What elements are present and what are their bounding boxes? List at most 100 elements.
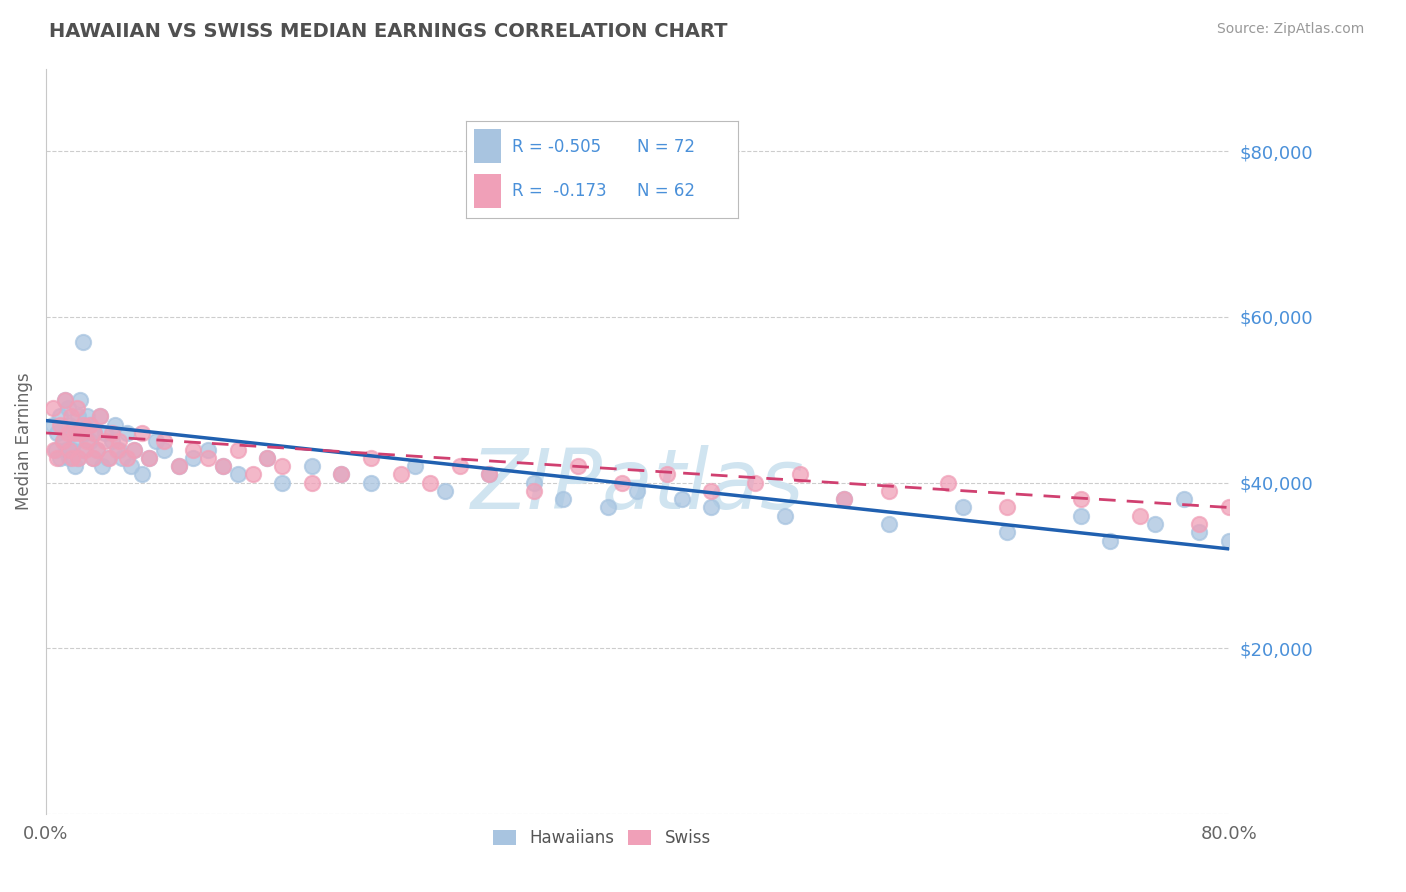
Point <box>52 434 75 449</box>
Point <box>700 483 723 498</box>
Point <box>952 500 974 515</box>
Point <box>120 459 142 474</box>
Point <box>523 483 546 498</box>
Point <box>67 450 90 465</box>
Point <box>72 334 94 349</box>
Point <box>82 450 104 465</box>
Point <box>105 442 128 457</box>
Point <box>90 459 112 474</box>
Point <box>360 475 382 490</box>
Legend: Hawaiians, Swiss: Hawaiians, Swiss <box>486 822 717 854</box>
Point <box>301 459 323 474</box>
Point <box>145 434 167 449</box>
Point <box>404 459 426 474</box>
Point <box>111 450 134 465</box>
Point <box>101 425 124 440</box>
Point <box>104 417 127 432</box>
Point <box>65 401 87 416</box>
Point <box>478 467 501 482</box>
Point <box>83 425 105 440</box>
Point <box>53 392 76 407</box>
Point <box>936 475 959 490</box>
Point <box>101 434 124 449</box>
Point <box>1099 533 1122 548</box>
Point <box>789 467 811 482</box>
Point <box>69 392 91 407</box>
Text: ZIPatlas: ZIPatlas <box>471 445 804 526</box>
Point <box>79 417 101 432</box>
Point <box>60 442 83 457</box>
Point <box>56 401 79 416</box>
Point <box>478 467 501 482</box>
Point <box>89 409 111 424</box>
Point <box>1218 533 1240 548</box>
Point <box>63 425 86 440</box>
Point <box>86 442 108 457</box>
Point <box>55 442 77 457</box>
Point <box>523 475 546 490</box>
Point <box>60 450 83 465</box>
Point <box>183 442 205 457</box>
Point <box>995 525 1018 540</box>
Point <box>167 459 190 474</box>
Point <box>42 417 65 432</box>
Point <box>877 516 900 531</box>
Point <box>167 459 190 474</box>
Point <box>58 442 80 457</box>
Point <box>226 442 249 457</box>
Y-axis label: Median Earnings: Median Earnings <box>15 373 32 510</box>
Point <box>49 450 72 465</box>
Point <box>271 475 294 490</box>
Point <box>89 409 111 424</box>
Point <box>53 392 76 407</box>
Point <box>115 450 138 465</box>
Point <box>1188 525 1211 540</box>
Point <box>832 492 855 507</box>
Point <box>671 492 693 507</box>
Point <box>596 500 619 515</box>
Point <box>124 442 146 457</box>
Point <box>58 450 80 465</box>
Point <box>877 483 900 498</box>
Point <box>72 442 94 457</box>
Point <box>995 500 1018 515</box>
Point <box>49 417 72 432</box>
Point <box>138 450 160 465</box>
Point <box>63 434 86 449</box>
Point <box>389 467 412 482</box>
Point <box>330 467 353 482</box>
Point <box>108 434 131 449</box>
Point <box>153 434 176 449</box>
Point <box>744 475 766 490</box>
Point <box>1129 508 1152 523</box>
Point <box>1173 492 1195 507</box>
Point <box>1218 500 1240 515</box>
Point <box>1070 492 1092 507</box>
Point <box>46 450 69 465</box>
Point <box>45 442 67 457</box>
Point <box>1070 508 1092 523</box>
Point <box>59 409 82 424</box>
Point <box>553 492 575 507</box>
Point <box>131 467 153 482</box>
Point <box>69 425 91 440</box>
Point <box>83 425 105 440</box>
Point <box>82 450 104 465</box>
Point <box>76 434 98 449</box>
Point <box>79 417 101 432</box>
Point <box>449 459 471 474</box>
Point <box>183 450 205 465</box>
Point <box>93 425 115 440</box>
Text: HAWAIIAN VS SWISS MEDIAN EARNINGS CORRELATION CHART: HAWAIIAN VS SWISS MEDIAN EARNINGS CORREL… <box>49 22 728 41</box>
Point <box>56 425 79 440</box>
Point <box>58 417 80 432</box>
Point <box>256 450 278 465</box>
Point <box>433 483 456 498</box>
Point <box>60 425 83 440</box>
Point <box>86 442 108 457</box>
Point <box>655 467 678 482</box>
Point <box>1143 516 1166 531</box>
Point <box>1188 516 1211 531</box>
Point <box>197 442 219 457</box>
Point <box>226 467 249 482</box>
